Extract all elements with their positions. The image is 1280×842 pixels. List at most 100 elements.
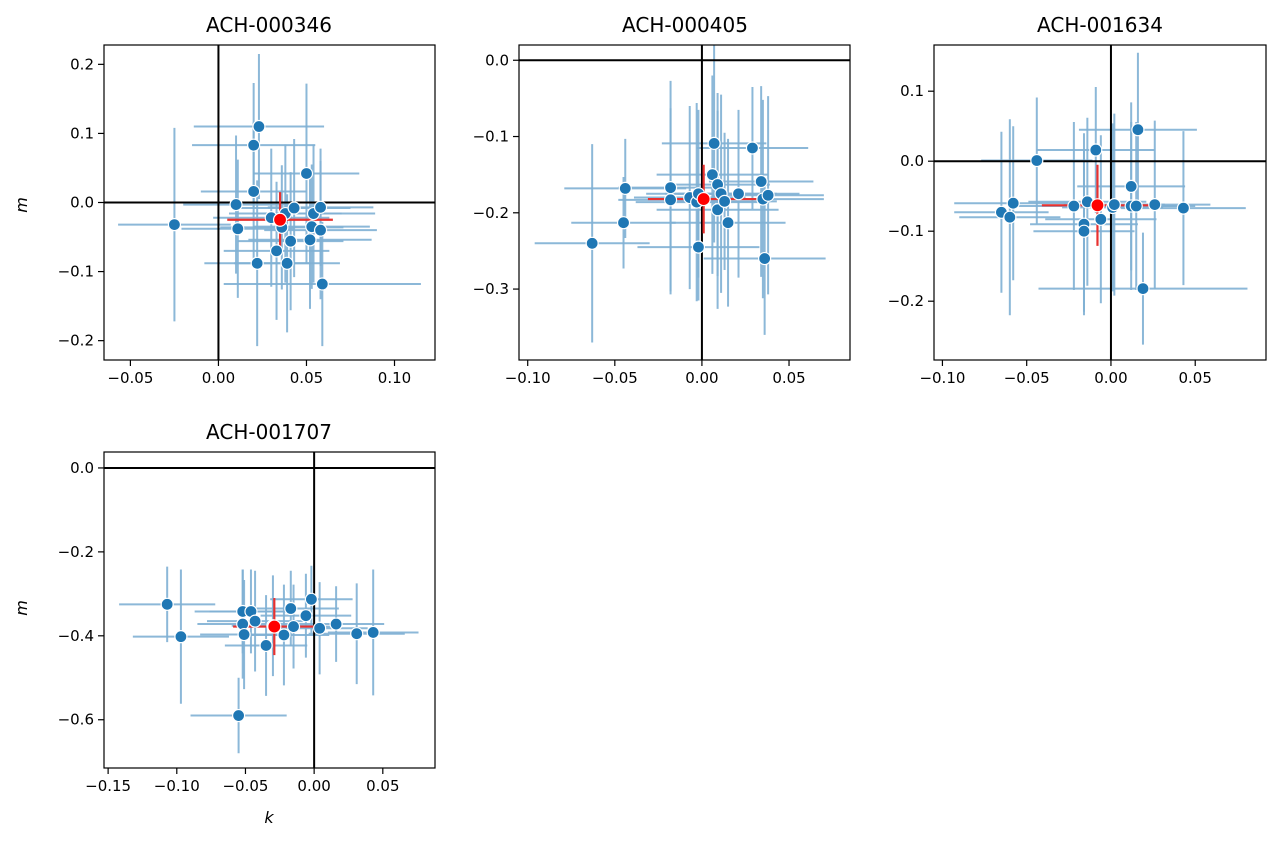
y-tick-label: 0.0 xyxy=(900,152,924,170)
data-point xyxy=(252,119,266,134)
data-point xyxy=(758,251,772,266)
data-point xyxy=(721,216,735,230)
plot-clip xyxy=(104,452,435,768)
data-point xyxy=(754,174,768,189)
y-tick-label: −0.2 xyxy=(473,204,509,222)
data-point xyxy=(299,166,314,181)
data-point xyxy=(231,708,246,723)
mean-point xyxy=(272,212,288,227)
plot-area xyxy=(933,44,1267,361)
data-point xyxy=(1148,198,1162,212)
x-tick-label: 0.05 xyxy=(772,369,805,387)
y-tick-label: 0.2 xyxy=(70,55,94,73)
tick-labels: −0.10 −0.05 0.00 0.05 −0.3 −0.2 −0.1 0.0 xyxy=(473,51,806,387)
data-point xyxy=(248,614,262,628)
data-point xyxy=(280,256,294,270)
data-point xyxy=(710,203,725,217)
mean-point xyxy=(696,191,711,207)
data-point xyxy=(1067,199,1081,213)
tick-labels: −0.15 −0.10 −0.05 0.00 0.05 −0.6 −0.4 −0.2 0.0 xyxy=(58,459,400,795)
y-tick-label: −0.6 xyxy=(58,711,94,729)
data-point xyxy=(761,188,775,202)
plot-area xyxy=(103,451,436,769)
data-point xyxy=(1094,212,1108,226)
data-point xyxy=(313,200,328,214)
x-tick-label: −0.10 xyxy=(154,777,200,795)
data-point xyxy=(259,638,273,653)
data-point xyxy=(229,197,243,212)
x-tick-label: −0.05 xyxy=(222,777,268,795)
plot-clip xyxy=(519,45,850,360)
y-tick-label: −0.3 xyxy=(473,280,509,298)
data-point xyxy=(1176,201,1191,215)
y-tick-label: −0.2 xyxy=(58,543,94,561)
panel-title: ACH-001634 xyxy=(1037,13,1163,37)
data-point xyxy=(250,256,264,270)
data-point xyxy=(717,194,732,208)
data-point xyxy=(237,627,251,642)
x-tick-label: 0.05 xyxy=(290,369,323,387)
y-tick-label: −0.1 xyxy=(58,263,94,281)
data-point xyxy=(269,244,284,258)
axes-frame xyxy=(103,451,436,769)
data-point xyxy=(1003,210,1017,224)
axes-frame xyxy=(518,44,851,361)
x-tick-label: 0.05 xyxy=(366,777,399,795)
panel-title: ACH-000346 xyxy=(206,13,332,37)
data-point xyxy=(313,223,328,237)
data-point xyxy=(299,609,313,623)
tick-labels: −0.05 0.00 0.05 0.10 −0.2 −0.1 0.0 0.1 0.2 xyxy=(58,55,412,387)
y-axis-label: m xyxy=(12,197,31,213)
data-point xyxy=(303,233,317,247)
y-tick-label: 0.1 xyxy=(900,82,924,100)
y-tick-label: 0.0 xyxy=(70,194,94,212)
y-tick-label: 0.0 xyxy=(485,51,509,69)
y-axis-label: m xyxy=(12,600,31,616)
y-tick-label: 0.1 xyxy=(70,124,94,142)
axes-frame xyxy=(933,44,1267,361)
x-tick-label: −0.05 xyxy=(1004,369,1050,387)
data-point xyxy=(1077,224,1091,238)
x-tick-label: 0.00 xyxy=(202,369,235,387)
plot-clip xyxy=(104,45,435,360)
x-tick-label: 0.05 xyxy=(1179,369,1212,387)
x-tick-label: 0.10 xyxy=(378,369,411,387)
data-point xyxy=(1124,179,1138,193)
panel-ach-000405: ACH-000405 −0.10 −0.05 0.00 0.05−0.3−0.2−0.… xyxy=(473,13,851,387)
x-axis-label: k xyxy=(264,808,274,827)
data-point xyxy=(663,193,678,207)
data-point xyxy=(315,277,329,291)
data-point xyxy=(231,222,245,236)
data-point xyxy=(1030,153,1044,168)
data-point xyxy=(585,236,599,250)
plot-area xyxy=(103,44,436,361)
data-point xyxy=(287,201,301,215)
x-tick-label: −0.05 xyxy=(592,369,638,387)
panel-ach-000346: ACH-000346 m −0.05 0.00 0.05 0.10 −0.2 −0.1 0.… xyxy=(12,13,436,387)
data-point xyxy=(707,136,721,150)
data-point xyxy=(284,234,298,248)
data-point xyxy=(247,184,261,199)
y-tick-label: −0.1 xyxy=(473,128,509,146)
data-point xyxy=(731,187,746,201)
data-point xyxy=(616,216,631,230)
plot-clip xyxy=(934,45,1266,360)
data-point xyxy=(304,592,318,606)
data-point xyxy=(286,619,301,634)
data-point xyxy=(618,181,632,195)
x-tick-label: −0.10 xyxy=(919,369,965,387)
panel-ach-001707: ACH-001707 m k −0.15 −0.10 −0.05 0.00 0.05−0… xyxy=(12,420,436,827)
x-tick-label: −0.05 xyxy=(107,369,153,387)
data-point xyxy=(277,628,291,642)
data-point xyxy=(160,597,174,611)
data-point xyxy=(366,625,380,640)
panel-ach-001634: ACH-001634 −0.10 −0.05 0.00 0.05 −0.2 −0.1 0.0… xyxy=(888,13,1267,387)
x-tick-label: 0.00 xyxy=(685,369,718,387)
y-tick-label: −0.2 xyxy=(888,292,924,310)
plot-area xyxy=(518,44,851,361)
data-point xyxy=(247,138,261,152)
mean-point xyxy=(267,619,282,634)
y-tick-label: −0.1 xyxy=(888,222,924,240)
